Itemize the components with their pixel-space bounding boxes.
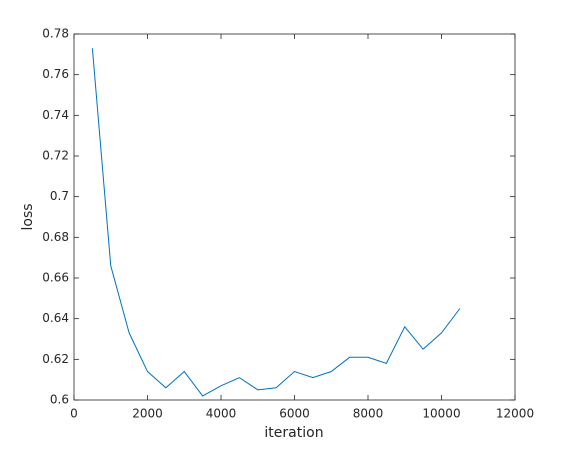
line-series (91, 48, 461, 397)
y-tick-label: 0.62 (42, 352, 69, 366)
x-tick-label: 12000 (496, 407, 534, 421)
x-axis-label: iteration (264, 425, 323, 441)
y-tick-label: 0.68 (42, 230, 69, 244)
y-tick-label: 0.78 (42, 27, 69, 41)
x-tick-label: 6000 (279, 407, 310, 421)
y-tick-label: 0.6 (50, 393, 69, 407)
x-tick-label: 2000 (132, 407, 163, 421)
y-tick-label: 0.64 (42, 311, 69, 325)
y-tick-label: 0.74 (42, 108, 69, 122)
x-tick-label: 0 (70, 407, 78, 421)
x-tick-label: 4000 (206, 407, 237, 421)
y-tick-label: 0.76 (42, 67, 69, 81)
x-tick-label: 8000 (353, 407, 384, 421)
x-tick-label: 10000 (422, 407, 460, 421)
y-tick-label: 0.66 (42, 271, 69, 285)
y-axis-label: loss (20, 203, 36, 230)
y-tick-label: 0.7 (50, 189, 69, 203)
y-tick-label: 0.72 (42, 149, 69, 163)
